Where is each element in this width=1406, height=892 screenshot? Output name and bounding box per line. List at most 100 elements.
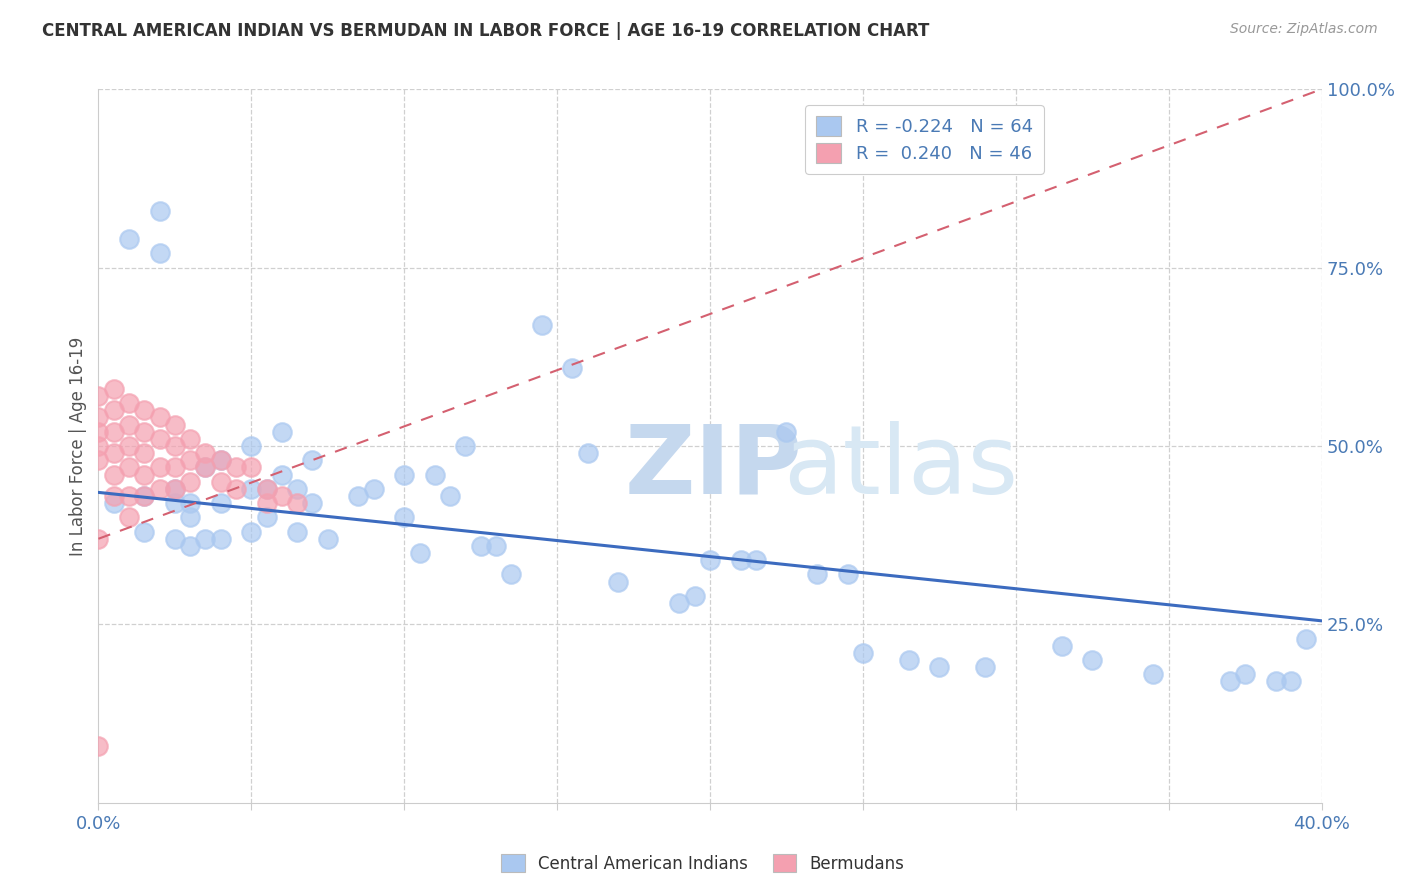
Point bbox=[974, 660, 997, 674]
Point bbox=[392, 510, 416, 524]
Point bbox=[270, 489, 292, 503]
Point bbox=[149, 246, 172, 260]
Point bbox=[683, 589, 706, 603]
Point bbox=[209, 475, 232, 489]
Point bbox=[179, 432, 201, 446]
Point bbox=[87, 739, 110, 753]
Point bbox=[179, 496, 201, 510]
Point bbox=[134, 425, 156, 439]
Point bbox=[194, 446, 217, 460]
Point bbox=[745, 553, 768, 567]
Point bbox=[1050, 639, 1073, 653]
Point bbox=[163, 482, 186, 496]
Point bbox=[134, 489, 156, 503]
Point bbox=[1264, 674, 1286, 689]
Point bbox=[103, 446, 125, 460]
Legend: Central American Indians, Bermudans: Central American Indians, Bermudans bbox=[495, 847, 911, 880]
Point bbox=[163, 532, 186, 546]
Point bbox=[118, 489, 141, 503]
Point bbox=[209, 496, 232, 510]
Point bbox=[1219, 674, 1241, 689]
Point bbox=[194, 460, 217, 475]
Text: Source: ZipAtlas.com: Source: ZipAtlas.com bbox=[1230, 22, 1378, 37]
Point bbox=[285, 524, 308, 539]
Point bbox=[149, 432, 172, 446]
Point bbox=[118, 417, 141, 432]
Point bbox=[1295, 632, 1317, 646]
Point bbox=[240, 524, 263, 539]
Point bbox=[103, 403, 125, 417]
Point bbox=[285, 496, 308, 510]
Point bbox=[270, 467, 292, 482]
Point bbox=[730, 553, 752, 567]
Point bbox=[775, 425, 797, 439]
Point bbox=[225, 460, 247, 475]
Point bbox=[149, 460, 172, 475]
Point bbox=[1279, 674, 1302, 689]
Point bbox=[179, 510, 201, 524]
Point bbox=[149, 203, 172, 218]
Point bbox=[485, 539, 508, 553]
Text: atlas: atlas bbox=[783, 421, 1018, 514]
Point bbox=[225, 482, 247, 496]
Point bbox=[301, 496, 323, 510]
Point bbox=[163, 439, 186, 453]
Point bbox=[1081, 653, 1104, 667]
Point bbox=[163, 417, 186, 432]
Point bbox=[501, 567, 523, 582]
Point bbox=[454, 439, 477, 453]
Point bbox=[806, 567, 828, 582]
Point bbox=[285, 482, 308, 496]
Point bbox=[607, 574, 630, 589]
Point bbox=[668, 596, 690, 610]
Point bbox=[87, 439, 110, 453]
Point bbox=[256, 482, 278, 496]
Point bbox=[1234, 667, 1257, 681]
Point bbox=[928, 660, 950, 674]
Point bbox=[118, 510, 141, 524]
Point bbox=[103, 467, 125, 482]
Point bbox=[163, 460, 186, 475]
Point bbox=[209, 453, 232, 467]
Point bbox=[179, 475, 201, 489]
Point bbox=[699, 553, 721, 567]
Point bbox=[897, 653, 920, 667]
Point bbox=[103, 489, 125, 503]
Point bbox=[316, 532, 339, 546]
Point bbox=[87, 389, 110, 403]
Point bbox=[470, 539, 492, 553]
Point bbox=[118, 232, 141, 246]
Point bbox=[209, 453, 232, 467]
Text: ZIP: ZIP bbox=[624, 421, 803, 514]
Point bbox=[423, 467, 446, 482]
Point bbox=[194, 460, 217, 475]
Point bbox=[240, 439, 263, 453]
Point bbox=[103, 425, 125, 439]
Point bbox=[194, 532, 217, 546]
Point bbox=[1142, 667, 1164, 681]
Point bbox=[149, 482, 172, 496]
Point bbox=[439, 489, 461, 503]
Point bbox=[163, 482, 186, 496]
Point bbox=[852, 646, 875, 660]
Legend: R = -0.224   N = 64, R =  0.240   N = 46: R = -0.224 N = 64, R = 0.240 N = 46 bbox=[806, 105, 1043, 174]
Point bbox=[87, 425, 110, 439]
Point bbox=[103, 496, 125, 510]
Point bbox=[149, 410, 172, 425]
Point bbox=[118, 396, 141, 410]
Point bbox=[209, 532, 232, 546]
Point bbox=[392, 467, 416, 482]
Point bbox=[408, 546, 430, 560]
Point bbox=[179, 539, 201, 553]
Point bbox=[118, 460, 141, 475]
Point bbox=[134, 446, 156, 460]
Point bbox=[134, 403, 156, 417]
Point bbox=[363, 482, 385, 496]
Point bbox=[240, 482, 263, 496]
Point bbox=[134, 524, 156, 539]
Point bbox=[837, 567, 859, 582]
Point bbox=[576, 446, 599, 460]
Point bbox=[87, 410, 110, 425]
Point bbox=[270, 425, 292, 439]
Point bbox=[87, 453, 110, 467]
